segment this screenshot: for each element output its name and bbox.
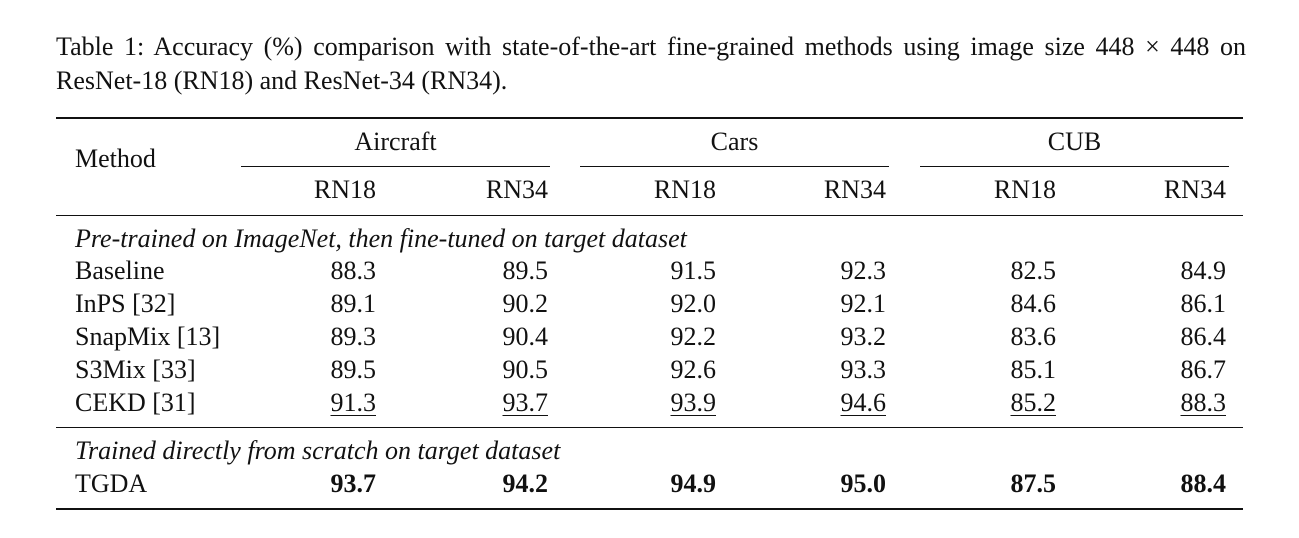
table-cell-value: 93.2 [840, 322, 887, 351]
table-cell-value: 90.2 [502, 289, 549, 318]
table-cell-value: 88.3 [1180, 388, 1227, 417]
table-cell-value: 91.5 [670, 256, 717, 285]
method-header: Method [75, 144, 156, 173]
table-cell-value: 85.2 [1010, 388, 1057, 417]
cmidrule-cars [580, 166, 889, 167]
table-cell-value: 88.3 [330, 256, 377, 285]
table-cell-value: 94.9 [670, 469, 717, 498]
backbone-header: RN18 [313, 175, 376, 204]
backbone-header: RN34 [485, 175, 548, 204]
table-cell-value: 93.7 [502, 388, 549, 417]
table-cell-value: 94.2 [502, 469, 549, 498]
table-cell-value: 95.0 [840, 469, 887, 498]
table-caption: Table 1: Accuracy (%) comparison with st… [56, 30, 1246, 98]
table-cell-value: 86.7 [1180, 355, 1227, 384]
section-divider-rule [56, 427, 1243, 428]
cmidrule-aircraft [241, 166, 550, 167]
row-method-name: S3Mix [33] [75, 355, 196, 384]
table-cell-value: 91.3 [330, 388, 377, 417]
dataset-header-cub: CUB [1047, 127, 1102, 156]
backbone-header: RN34 [823, 175, 886, 204]
table-cell-value: 89.3 [330, 322, 377, 351]
table-bottom-rule [56, 508, 1243, 510]
table-cell-value: 90.5 [502, 355, 549, 384]
table-cell-value: 86.4 [1180, 322, 1227, 351]
row-method-name: SnapMix [13] [75, 322, 221, 351]
backbone-header: RN34 [1163, 175, 1226, 204]
table-top-rule [56, 117, 1243, 119]
table-cell-value: 92.6 [670, 355, 717, 384]
dataset-header-cars: Cars [710, 127, 759, 156]
table-cell-value: 85.1 [1010, 355, 1057, 384]
caption-line1: Accuracy (%) comparison with state-of-th… [153, 32, 1085, 61]
table-cell-value: 87.5 [1010, 469, 1057, 498]
table-cell-value: 93.7 [330, 469, 377, 498]
table-cell-value: 88.4 [1180, 469, 1227, 498]
row-method-name: TGDA [75, 469, 148, 498]
backbone-header: RN18 [993, 175, 1056, 204]
table-cell-value: 92.1 [840, 289, 887, 318]
table-cell-value: 92.3 [840, 256, 887, 285]
table-cell-value: 94.6 [840, 388, 887, 417]
row-method-name: InPS [32] [75, 289, 176, 318]
table-cell-value: 86.1 [1180, 289, 1227, 318]
table-cell-value: 92.0 [670, 289, 717, 318]
table-cell-value: 82.5 [1010, 256, 1057, 285]
table-cell-value: 89.5 [330, 355, 377, 384]
row-method-name: CEKD [31] [75, 388, 196, 417]
cmidrule-cub [920, 166, 1229, 167]
dataset-header-aircraft: Aircraft [354, 127, 437, 156]
caption-line2: on ResNet-18 (RN18) and ResNet-34 (RN34)… [56, 32, 1247, 95]
table-cell-value: 92.2 [670, 322, 717, 351]
table-cell-value: 93.9 [670, 388, 717, 417]
caption-prefix: Table 1: [56, 32, 145, 61]
row-method-name: Baseline [75, 256, 165, 285]
table-header-rule [56, 215, 1243, 216]
table-cell-value: 84.9 [1180, 256, 1227, 285]
backbone-header: RN18 [653, 175, 716, 204]
caption-size-expr: 448 × 448 [1095, 32, 1210, 61]
table-cell-value: 89.5 [502, 256, 549, 285]
table-cell-value: 90.4 [502, 322, 549, 351]
table-cell-value: 89.1 [330, 289, 377, 318]
table-cell-value: 83.6 [1010, 322, 1057, 351]
section-title-pretrained: Pre-trained on ImageNet, then fine-tuned… [75, 224, 687, 253]
table-cell-value: 93.3 [840, 355, 887, 384]
section-title-scratch: Trained directly from scratch on target … [75, 436, 561, 465]
table-cell-value: 84.6 [1010, 289, 1057, 318]
